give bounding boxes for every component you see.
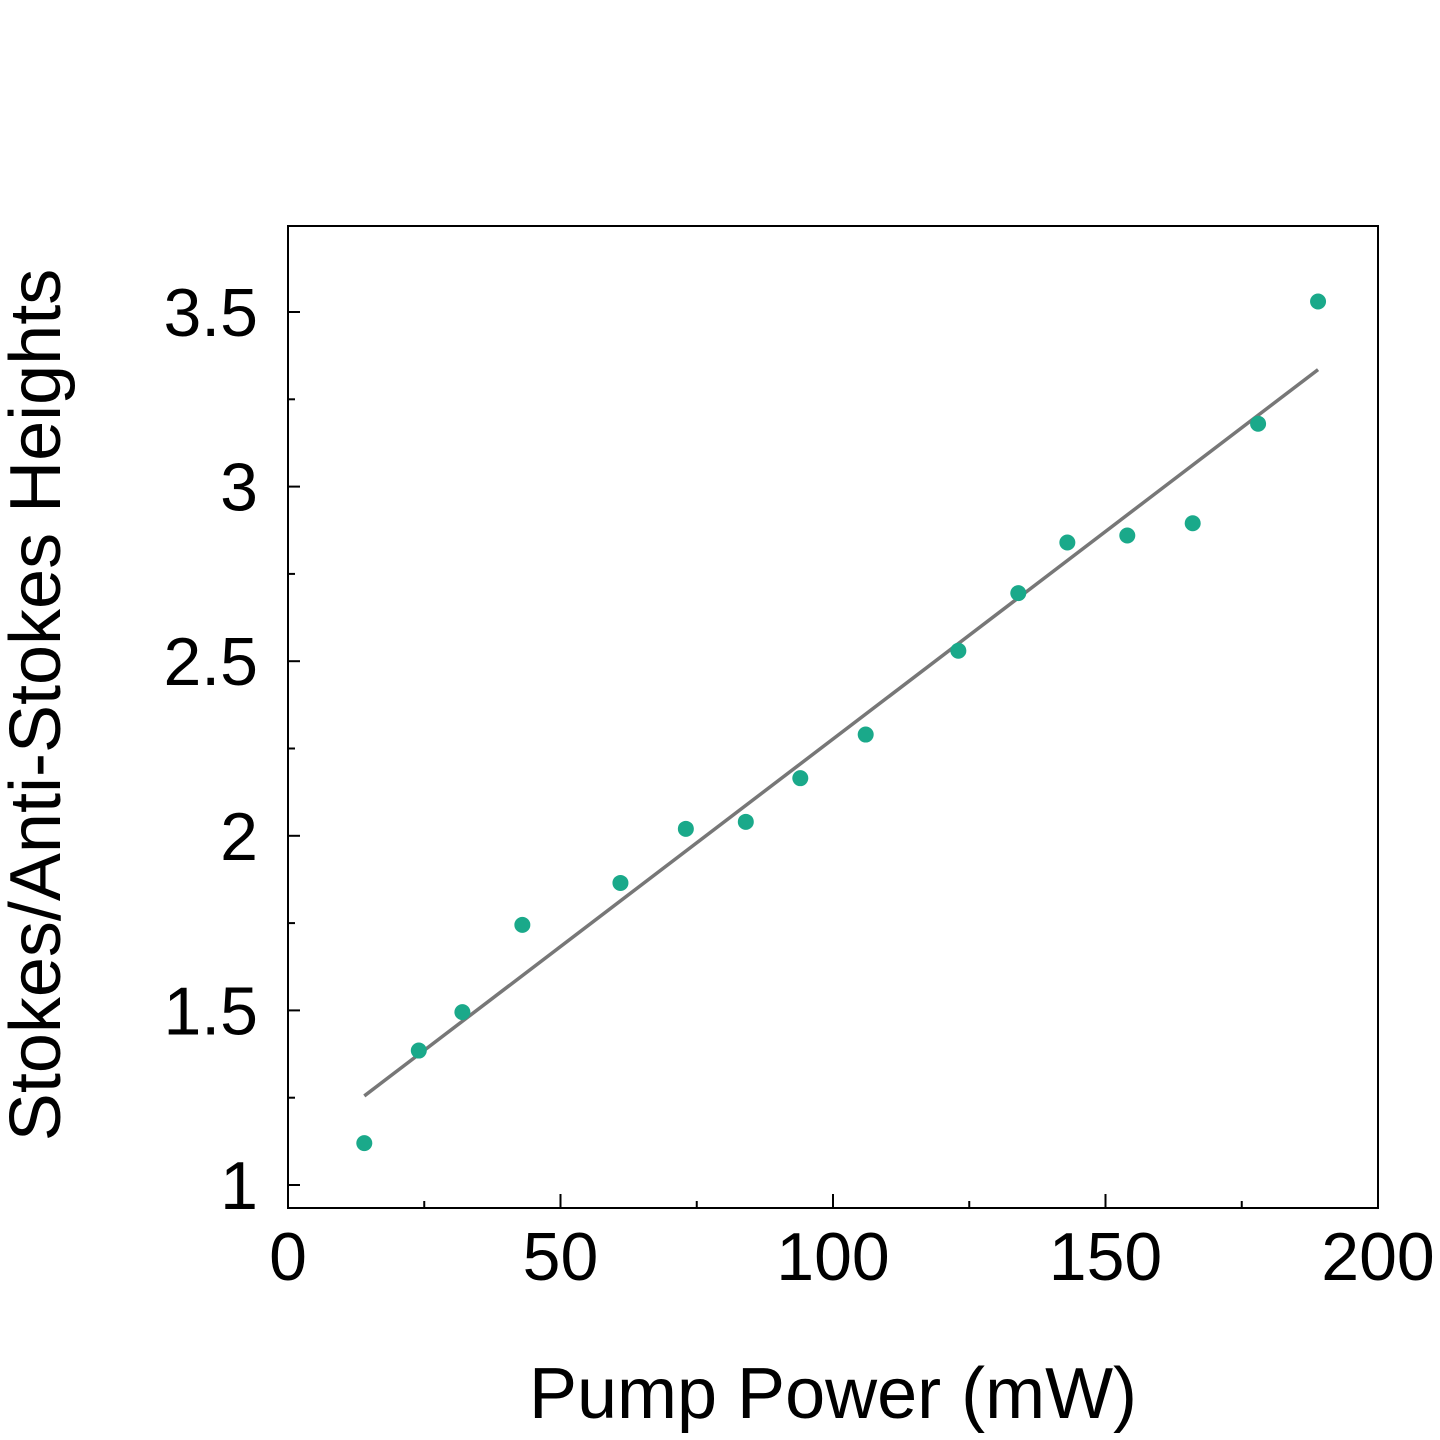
y-tick-label: 1.5 [163, 973, 258, 1049]
data-point [356, 1135, 373, 1152]
fit-line-layer [363, 368, 1320, 1098]
data-point [514, 916, 531, 933]
y-tick-label: 2 [220, 799, 258, 875]
data-point [612, 874, 629, 891]
data-point [950, 642, 967, 659]
y-tick-label: 2.5 [163, 624, 258, 700]
x-tick-label: 100 [776, 1219, 889, 1295]
plot-frame [287, 225, 1379, 1209]
x-tick-label: 50 [523, 1219, 599, 1295]
data-point [1310, 293, 1327, 310]
data-point [1010, 585, 1027, 602]
data-point [792, 770, 809, 787]
x-tick-label: 200 [1321, 1219, 1434, 1295]
x-axis-title: Pump Power (mW) [529, 1354, 1137, 1434]
data-point [410, 1042, 427, 1059]
x-tick-label: 0 [269, 1219, 307, 1295]
x-tick-label: 150 [1049, 1219, 1162, 1295]
y-axis-title: Stokes/Anti-Stokes Heights [0, 269, 76, 1141]
x-axis: 0 50 100 150 200 [269, 1194, 1435, 1295]
y-tick-label: 1 [220, 1148, 258, 1224]
data-point [1184, 515, 1201, 532]
data-points-layer [356, 293, 1327, 1152]
y-axis: 1 1.5 2 2.5 3 3.5 [163, 275, 300, 1224]
y-tick-label: 3 [220, 450, 258, 526]
data-point [454, 1004, 471, 1021]
data-point [857, 726, 874, 743]
data-point [677, 820, 694, 837]
fit-line [363, 368, 1320, 1098]
y-tick-label: 3.5 [163, 275, 258, 351]
data-point [1059, 534, 1076, 551]
data-point [1250, 415, 1267, 432]
data-point [1119, 527, 1136, 544]
data-point [737, 813, 754, 830]
